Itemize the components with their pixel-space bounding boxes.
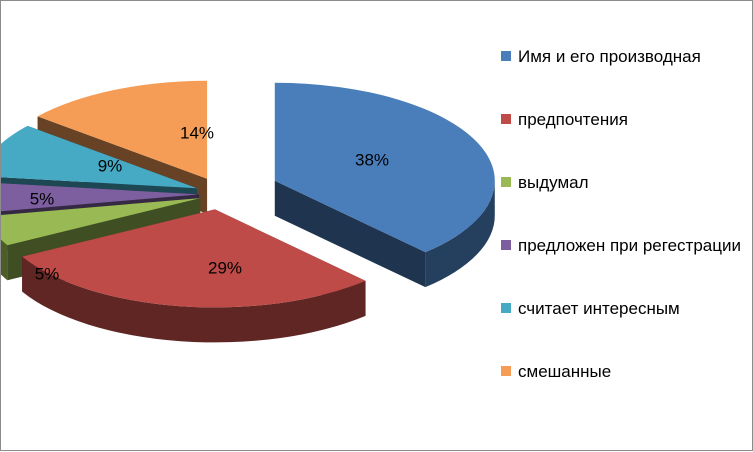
legend-swatch [501,303,511,313]
legend-swatch [501,114,511,124]
pie-data-label: 9% [98,156,123,175]
pie-slice [1,125,197,189]
legend-swatch [501,51,511,61]
legend-swatch [501,177,511,187]
pie-slice-side [274,180,495,288]
pie-data-label: 38% [355,150,389,169]
pie-data-label: 5% [30,189,55,208]
pie-data-label: 5% [35,264,60,283]
legend-label: смешанные [518,362,612,381]
legend-swatch [501,240,511,250]
pie-slice [1,183,200,212]
legend-item: предпочтения [501,109,743,131]
legend-label: выдумал [518,173,589,192]
legend-item: предложен при регестрации [501,235,743,257]
legend-item: смешанные [501,361,743,383]
legend-item: выдумал [501,172,743,194]
legend-item: считает интересным [501,298,743,320]
legend-item: Имя и его производная [501,46,743,68]
pie-slice [37,80,208,179]
legend-label: предложен при регестрации [518,236,741,255]
legend-swatch [501,366,511,376]
pie-data-label: 14% [180,123,214,142]
pie-slice [22,209,366,308]
legend-label: Имя и его производная [518,47,701,66]
pie-slice [274,82,495,253]
legend-label: предпочтения [518,110,628,129]
pie-data-label: 29% [208,258,242,277]
legend-label: считает интересным [518,299,680,318]
pie-slice [1,198,201,246]
pie-chart: 38% 29% 5% 5% 9% 14% [1,80,495,343]
